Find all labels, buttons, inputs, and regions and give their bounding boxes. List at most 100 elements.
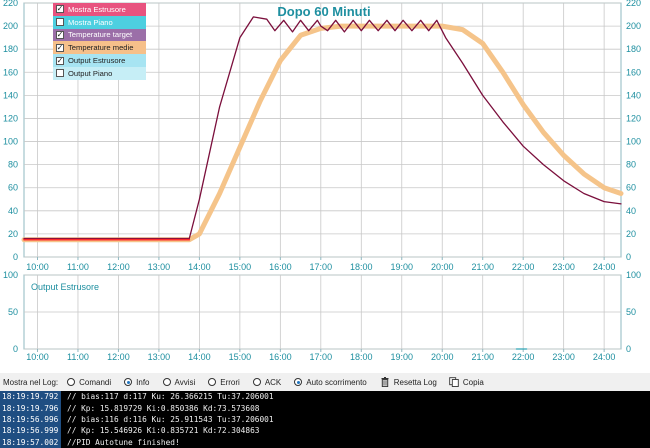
top-x-tick-label: 17:00 xyxy=(310,262,333,272)
radio-icon[interactable] xyxy=(294,378,303,386)
radio-icon[interactable] xyxy=(162,378,171,386)
top-x-tick-label: 24:00 xyxy=(593,262,616,272)
legend-label: Temperature target xyxy=(68,30,133,40)
top-x-tick-label: 16:00 xyxy=(269,262,292,272)
log-option-avvisi[interactable]: Avvisi xyxy=(162,377,196,387)
log-option-label: ACK xyxy=(264,377,282,387)
log-row: 18:19:57.002 //PID Autotune finished! xyxy=(0,436,650,448)
log-option-ack[interactable]: ACK xyxy=(252,377,282,387)
top-y-tick-label-right: 160 xyxy=(626,67,641,77)
legend-item-temperature-target[interactable]: ✓ Temperature target xyxy=(53,28,146,42)
legend-item-temperature-medie[interactable]: ✓ Temperature medie xyxy=(53,41,146,55)
bot-x-tick-label: 10:00 xyxy=(26,352,49,362)
log-option-info[interactable]: Info xyxy=(124,377,150,387)
legend-item-mostra-piano[interactable]: Mostra Piano xyxy=(53,15,146,29)
bot-x-tick-label: 24:00 xyxy=(593,352,616,362)
log-option-errori[interactable]: Errori xyxy=(208,378,240,387)
top-y-tick-label-left: 220 xyxy=(3,0,18,8)
log-option-label: Avvisi xyxy=(174,377,196,387)
top-x-tick-label: 23:00 xyxy=(552,262,575,272)
bot-x-tick-label: 15:00 xyxy=(229,352,252,362)
legend-checkbox[interactable]: ✓ xyxy=(56,55,64,65)
legend-checkbox[interactable] xyxy=(56,18,64,27)
top-y-tick-label-right: 60 xyxy=(626,183,636,193)
copy-label: Copia xyxy=(462,377,484,387)
legend-checkbox[interactable]: ✓ xyxy=(56,42,64,52)
legend-item-output-estrusore[interactable]: ✓ Output Estrusore xyxy=(53,54,146,67)
top-y-tick-label-right: 20 xyxy=(626,229,636,239)
log-timestamp: 18:19:56.996 xyxy=(0,413,61,426)
radio-icon[interactable] xyxy=(252,378,261,386)
output-chart-title: Output Estrusore xyxy=(31,282,99,292)
top-y-tick-label-left: 200 xyxy=(3,21,18,31)
legend-label: Temperature medie xyxy=(68,43,134,53)
top-series-temperature-medie xyxy=(21,23,624,243)
top-x-tick-label: 12:00 xyxy=(107,262,130,272)
log-option-label: Auto scorrimento xyxy=(306,377,367,387)
top-y-tick-label-left: 40 xyxy=(8,206,18,216)
legend-checkbox[interactable] xyxy=(56,69,64,78)
log-timestamp: 18:19:57.002 xyxy=(0,436,61,448)
bot-x-tick-label: 20:00 xyxy=(431,352,454,362)
top-series-temperature-target xyxy=(23,16,622,240)
top-x-tick-label: 14:00 xyxy=(188,262,211,272)
top-y-tick-label-left: 160 xyxy=(3,67,18,77)
top-y-tick-label-right: 140 xyxy=(626,90,641,100)
bot-x-tick-label: 13:00 xyxy=(148,352,171,362)
top-x-tick-label: 15:00 xyxy=(229,262,252,272)
top-y-tick-label-left: 60 xyxy=(8,183,18,193)
top-y-tick-label-left: 120 xyxy=(3,113,18,123)
log-filter-label: Mostra nel Log: xyxy=(3,377,59,387)
log-message: //PID Autotune finished! xyxy=(67,437,180,447)
log-row: 18:19:56.999 // Kp: 15.546926 Ki:0.835721… xyxy=(0,425,650,437)
top-x-tick-label: 22:00 xyxy=(512,262,535,272)
top-x-tick-label: 19:00 xyxy=(390,262,413,272)
top-x-tick-label: 10:00 xyxy=(26,262,49,272)
log-option-label: Info xyxy=(136,377,150,387)
bot-x-tick-label: 12:00 xyxy=(107,352,130,362)
legend-checkbox[interactable]: ✓ xyxy=(56,29,64,39)
copy-button[interactable]: Copia xyxy=(449,377,484,387)
log-option-comandi[interactable]: Comandi xyxy=(67,378,111,387)
trash-icon xyxy=(381,377,389,387)
top-y-tick-label-left: 80 xyxy=(8,160,18,170)
bot-y-tick-label-left: 0 xyxy=(13,344,18,354)
legend-item-output-piano[interactable]: Output Piano xyxy=(53,66,146,80)
log-row: 18:19:19.796 // Kp: 15.819729 Ki:0.850386… xyxy=(0,402,650,414)
bot-x-tick-label: 23:00 xyxy=(552,352,575,362)
bot-x-tick-label: 22:00 xyxy=(512,352,535,362)
log-toolbar: Mostra nel Log: Comandi Info Avvisi Errori A… xyxy=(0,373,650,391)
legend-checkbox[interactable]: ✓ xyxy=(56,4,64,14)
log-option-label: Errori xyxy=(220,377,240,387)
legend-label: Output Estrusore xyxy=(68,56,126,66)
log-option-auto-scorrimento[interactable]: Auto scorrimento xyxy=(294,377,367,387)
top-y-tick-label-left: 20 xyxy=(8,229,18,239)
top-y-tick-label-right: 180 xyxy=(626,44,641,54)
top-y-tick-label-left: 180 xyxy=(3,44,18,54)
log-panel[interactable]: 18:19:19.792 // bias:117 d:117 Ku: 26.366… xyxy=(0,391,650,448)
log-message: // bias:116 d:116 Ku: 25.911543 Tu:37.20… xyxy=(67,414,274,424)
log-row: 18:19:19.792 // bias:117 d:117 Ku: 26.366… xyxy=(0,391,650,403)
reset-log-button[interactable]: Resetta Log xyxy=(380,377,437,387)
bot-y-tick-label-right: 0 xyxy=(626,344,631,354)
reset-log-label: Resetta Log xyxy=(393,377,437,387)
top-y-tick-label-right: 120 xyxy=(626,113,641,123)
bot-x-tick-label: 16:00 xyxy=(269,352,292,362)
bot-x-tick-label: 18:00 xyxy=(350,352,373,362)
log-message: // Kp: 15.819729 Ki:0.850386 Kd:73.57360… xyxy=(67,403,260,413)
top-y-tick-label-left: 100 xyxy=(3,137,18,147)
legend-item-mostra-estrusore[interactable]: ✓ Mostra Estrusore xyxy=(53,3,146,16)
legend-label: Mostra Piano xyxy=(68,17,113,27)
radio-icon[interactable] xyxy=(208,378,217,386)
top-y-tick-label-right: 80 xyxy=(626,160,636,170)
bot-x-tick-label: 11:00 xyxy=(67,352,89,362)
top-x-tick-label: 18:00 xyxy=(350,262,373,272)
top-x-tick-label: 21:00 xyxy=(471,262,494,272)
top-x-tick-label: 11:00 xyxy=(67,262,89,272)
radio-icon[interactable] xyxy=(67,378,76,386)
bot-x-tick-label: 14:00 xyxy=(188,352,211,362)
bot-x-tick-label: 19:00 xyxy=(390,352,413,362)
log-timestamp: 18:19:19.796 xyxy=(0,402,61,414)
radio-icon[interactable] xyxy=(124,378,133,386)
log-message: // bias:117 d:117 Ku: 26.366215 Tu:37.20… xyxy=(67,392,274,402)
